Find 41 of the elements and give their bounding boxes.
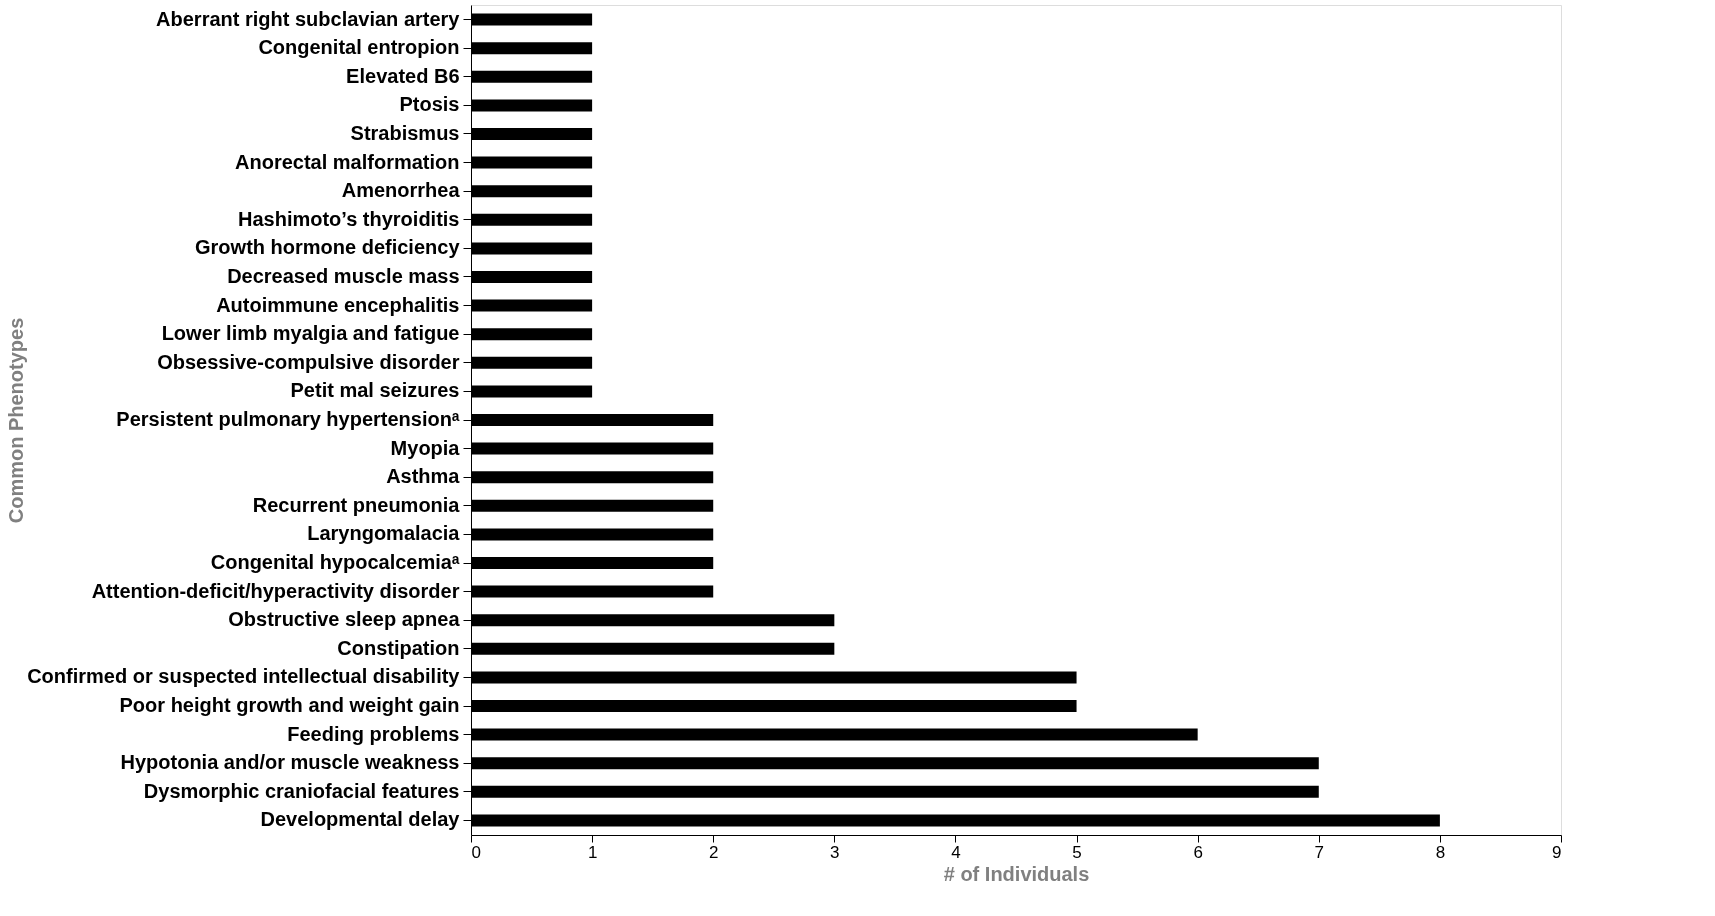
x-tick-label: 0 bbox=[471, 842, 481, 862]
y-tick-label: Amenorrhea bbox=[341, 179, 461, 202]
y-tick-label: Recurrent pneumonia bbox=[252, 493, 461, 516]
y-tick-label: Growth hormone deficiency bbox=[195, 236, 461, 259]
y-tick-label: Myopia bbox=[390, 436, 461, 459]
y-tick-label: Poor height growth and weight gain bbox=[119, 694, 460, 717]
x-tick-label: 4 bbox=[951, 842, 961, 862]
y-tick-label: Strabismus bbox=[350, 121, 460, 144]
y-tick-label: Elevated B6 bbox=[346, 64, 460, 87]
x-tick-label: 9 bbox=[1552, 842, 1562, 862]
x-tick-label: 3 bbox=[830, 842, 840, 862]
y-tick-label: Confirmed or suspected intellectual disability bbox=[27, 665, 461, 688]
y-tick-label: Congenital entropion bbox=[258, 36, 460, 59]
y-tick-label: Aberrant right subclavian artery bbox=[156, 7, 461, 30]
y-tick-label: Dysmorphic craniofacial features bbox=[143, 779, 460, 802]
y-tick-label: Hypotonia and/or muscle weakness bbox=[120, 751, 460, 774]
y-tick-label: Obstructive sleep apnea bbox=[228, 608, 461, 631]
y-tick-label: Attention-deficit/hyperactivity disorder bbox=[91, 579, 460, 602]
x-tick-label: 8 bbox=[1435, 842, 1446, 862]
y-tick-label: Lower limb myalgia and fatigue bbox=[161, 322, 460, 345]
y-tick-label: Ptosis bbox=[399, 93, 460, 116]
y-tick-label: Constipation bbox=[337, 636, 460, 659]
x-tick-label: 5 bbox=[1072, 842, 1082, 862]
y-tick-label: Autoimmune encephalitis bbox=[216, 293, 460, 316]
x-tick-label: 6 bbox=[1193, 842, 1203, 862]
y-tick-label: Developmental delay bbox=[260, 808, 461, 831]
y-tick-label: Anorectal malformation bbox=[235, 150, 460, 173]
y-tick-label: Laryngomalacia bbox=[307, 522, 461, 545]
y-axis-title: Common Phenotypes bbox=[4, 317, 27, 524]
y-tick-label: Feeding problems bbox=[287, 722, 460, 745]
y-tick-label: Hashimoto’s thyroiditis bbox=[237, 207, 460, 230]
x-tick-label: 7 bbox=[1314, 842, 1325, 862]
y-tick-label: Congenital hypocalcemiaᵃ bbox=[210, 551, 460, 573]
y-tick-label: Petit mal seizures bbox=[290, 379, 460, 402]
y-tick-label: Obsessive-compulsive disorder bbox=[157, 350, 460, 373]
y-tick-label: Persistent pulmonary hypertensionᵃ bbox=[116, 408, 460, 430]
x-tick-label: 1 bbox=[587, 842, 598, 862]
x-tick-label: 2 bbox=[708, 842, 719, 862]
y-tick-label: Asthma bbox=[386, 465, 461, 488]
y-tick-label: Decreased muscle mass bbox=[227, 265, 460, 287]
x-axis-title: # of Individuals bbox=[943, 862, 1090, 885]
